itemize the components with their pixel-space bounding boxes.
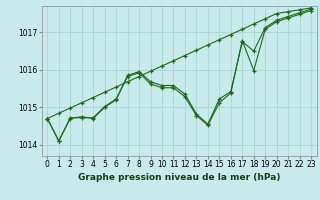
X-axis label: Graphe pression niveau de la mer (hPa): Graphe pression niveau de la mer (hPa) [78,173,280,182]
